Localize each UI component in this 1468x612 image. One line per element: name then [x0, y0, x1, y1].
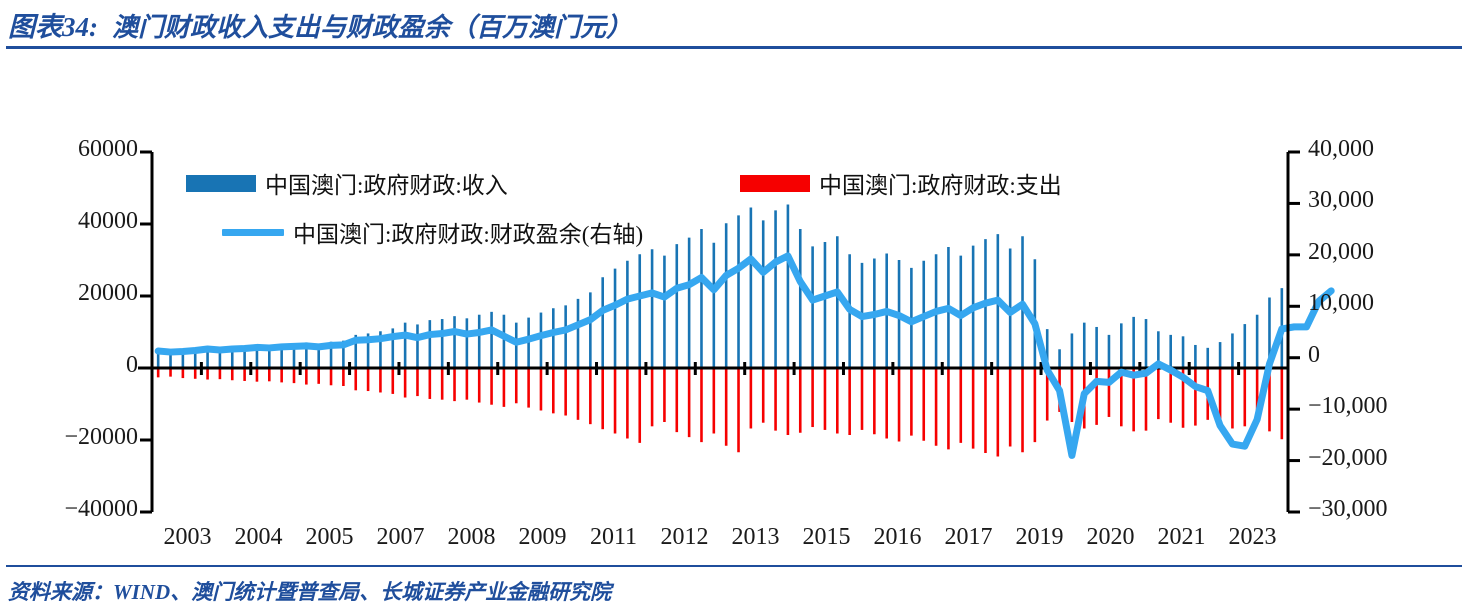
left-axis-tick-label: 20000	[78, 280, 138, 306]
x-axis-tick-label: 2012	[660, 524, 709, 550]
right-axis	[1286, 150, 1300, 514]
left-axis-tick-label: −40000	[64, 496, 138, 522]
right-axis-tick-label: −20,000	[1308, 444, 1388, 471]
bar-series-group	[156, 204, 1284, 457]
legend-swatch-surplus-icon	[222, 228, 284, 236]
line-surplus	[154, 252, 1335, 459]
legend-swatch-expenditure-icon	[740, 174, 810, 192]
x-axis-tick-label: 2023	[1228, 524, 1277, 550]
footer-divider	[6, 565, 1462, 567]
legend-label-revenue: 中国澳门:政府财政:收入	[265, 173, 508, 198]
source-note: 资料来源：WIND、澳门统计暨普查局、长城证券产业金融研究院	[8, 580, 612, 604]
x-axis-tick-label: 2008	[447, 524, 496, 550]
left-axis-tick-label: −20000	[64, 424, 138, 450]
chart-legend: 中国澳门:政府财政:收入 中国澳门:政府财政:支出 中国澳门:政府财政:财政盈余…	[0, 78, 1468, 247]
left-axis-tick-label: 40000	[78, 208, 138, 234]
x-axis-tick-label: 2003	[163, 524, 212, 550]
right-axis-tick-label: −10,000	[1308, 393, 1388, 420]
x-axis-tick-label: 2020	[1086, 524, 1135, 550]
right-axis-tick-label: 20,000	[1308, 238, 1374, 265]
right-axis-tick-label: 40,000	[1308, 136, 1374, 162]
legend-swatch-revenue-icon	[186, 174, 256, 192]
title-divider	[6, 46, 1462, 49]
legend-item-surplus[interactable]: 中国澳门:政府财政:财政盈余(右轴)	[222, 215, 643, 249]
x-axis-tick-label: 2009	[518, 524, 567, 550]
legend-label-surplus: 中国澳门:政府财政:财政盈余(右轴)	[293, 222, 644, 247]
x-axis-tick-label: 2016	[873, 524, 922, 550]
x-axis-tick-label: 2004	[234, 524, 283, 550]
x-axis-tick-label: 2017	[944, 524, 993, 550]
x-axis-tick-label: 2021	[1157, 524, 1206, 550]
figure-number: 图表34:	[8, 12, 98, 42]
right-axis-tick-label: −30,000	[1308, 496, 1388, 522]
right-axis-tick-label: 0	[1308, 341, 1320, 368]
legend-item-expenditure[interactable]: 中国澳门:政府财政:支出	[740, 166, 1062, 200]
x-axis-tick-label: 2013	[731, 524, 780, 550]
left-axis-tick-label: 60000	[78, 136, 138, 162]
figure-header: 图表34: 澳门财政收入支出与财政盈余（百万澳门元）	[0, 0, 1468, 52]
left-axis-tick-label: 0	[126, 352, 138, 378]
legend-item-revenue[interactable]: 中国澳门:政府财政:收入	[186, 166, 508, 200]
x-axis-tick-label: 2007	[376, 524, 425, 550]
x-axis-tick-label: 2019	[1015, 524, 1064, 550]
legend-label-expenditure: 中国澳门:政府财政:支出	[819, 173, 1062, 198]
right-axis-tick-label: 10,000	[1308, 290, 1374, 317]
x-axis-tick-label: 2005	[305, 524, 354, 550]
x-axis-tick-label: 2015	[802, 524, 851, 550]
page-title: 澳门财政收入支出与财政盈余（百万澳门元）	[112, 13, 633, 42]
title-row: 图表34: 澳门财政收入支出与财政盈余（百万澳门元）	[8, 5, 632, 44]
right-axis-tick-label: 30,000	[1308, 187, 1374, 214]
x-axis-tick-label: 2011	[589, 524, 638, 550]
left-axis	[140, 150, 154, 514]
